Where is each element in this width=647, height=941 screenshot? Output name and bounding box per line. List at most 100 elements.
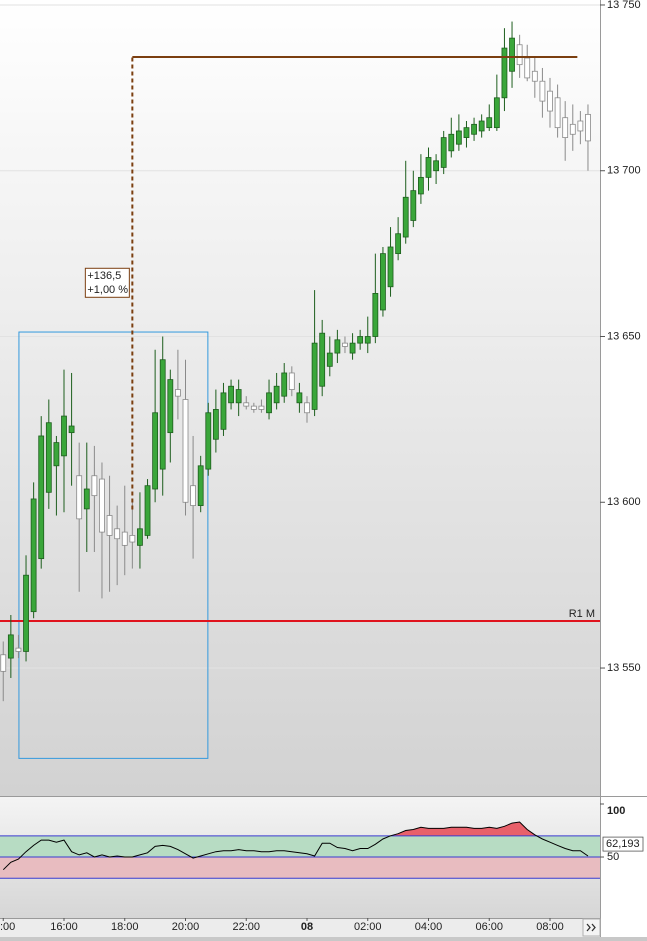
candle-body (228, 385, 234, 404)
candle-body (326, 352, 333, 367)
candle-body (182, 399, 189, 503)
candle-body (395, 233, 402, 255)
candle-body (410, 190, 417, 221)
candle-body (402, 196, 409, 238)
candle-body (273, 385, 280, 404)
candle-body (121, 531, 128, 546)
candle-body (61, 415, 67, 457)
candle-body (205, 412, 212, 470)
candle-body (235, 389, 242, 404)
candle-body (478, 120, 485, 132)
candle-body (23, 574, 29, 652)
x-tick-label: 08:00 (536, 921, 564, 933)
x-tick-label: 08 (301, 921, 313, 933)
candle-body (357, 336, 364, 344)
candle-body (455, 130, 462, 145)
candle-body (531, 70, 538, 82)
candle-body (197, 465, 204, 506)
candle-body (493, 97, 500, 129)
candle-body (281, 372, 288, 397)
candle-body (509, 37, 515, 72)
overbought-fill (3, 822, 588, 836)
x-tick-label: 16:00 (50, 921, 78, 933)
measure-label: +1,00 % (87, 284, 128, 296)
candle-body (349, 342, 356, 354)
y-tick-label: 13 600 (607, 496, 641, 508)
selection-box (18, 331, 209, 759)
x-tick-label: 20:00 (172, 921, 200, 933)
candle-body (152, 412, 159, 490)
indicator-plot (0, 821, 600, 879)
time-axis (0, 918, 600, 937)
candle-body (99, 478, 105, 533)
candle-body (38, 435, 45, 560)
candle-body (7, 634, 14, 659)
candle-body (585, 113, 591, 142)
measure-label-box (84, 267, 130, 298)
candle-body (547, 90, 553, 112)
candle-body (448, 133, 455, 152)
candle-body (463, 127, 470, 138)
measure-label: +136,5 (87, 270, 121, 282)
candle-body (76, 475, 83, 520)
candle-body (114, 528, 121, 540)
candle-body (554, 97, 561, 129)
candle-body (68, 425, 75, 434)
candle-body (562, 117, 569, 138)
lower-band (0, 857, 600, 879)
candle-body (159, 359, 166, 470)
candle-body (250, 405, 257, 410)
x-tick-label: 04:00 (415, 921, 443, 933)
scroll-button-box[interactable] (582, 918, 601, 937)
candle-body (83, 488, 90, 510)
y-tick-label: 13 550 (607, 662, 641, 674)
candle-body (190, 485, 196, 506)
indicator-line (2, 821, 589, 871)
candle-body (106, 515, 113, 536)
candle-body (471, 123, 477, 135)
candle-body (53, 442, 60, 467)
candle-body (433, 160, 439, 172)
scroll-button[interactable] (582, 918, 601, 937)
candle-body (167, 379, 174, 434)
candle-body (91, 475, 98, 497)
last-value-label: 62,193 (606, 838, 640, 850)
candle-body (296, 392, 303, 404)
x-tick-label: 06:00 (475, 921, 503, 933)
candle-body (539, 80, 546, 102)
candle-body (220, 392, 227, 430)
candle-body (577, 120, 584, 132)
candle-body (15, 647, 22, 652)
candle-body (342, 342, 348, 347)
candle-body (258, 405, 265, 410)
candle-body (311, 342, 318, 410)
candle-body (45, 422, 52, 493)
candle-body (569, 123, 576, 135)
candle-body (364, 336, 371, 344)
y2-tick-label: 50 (607, 851, 619, 863)
last-value-box (602, 836, 644, 852)
candle-body (486, 117, 493, 129)
candle-body (304, 402, 310, 414)
bottom-strip (0, 937, 647, 941)
candle-body (425, 157, 432, 178)
y-tick-label: 13 700 (607, 165, 641, 177)
candle-body (440, 137, 447, 168)
candle-body (137, 528, 143, 546)
candle-body (266, 392, 272, 414)
candle-body (0, 654, 7, 672)
candle-body (387, 246, 394, 288)
x-tick-label: 18:00 (111, 921, 139, 933)
scroll-icon[interactable] (586, 923, 596, 932)
candle-body (129, 535, 136, 543)
x-tick-label: 02:00 (354, 921, 382, 933)
candle-body (380, 253, 386, 311)
candle-body (175, 389, 181, 397)
candle-body (243, 402, 250, 407)
candle-body (334, 339, 341, 354)
candle-body (501, 47, 508, 99)
candle-body (212, 409, 219, 440)
candle-body (144, 485, 151, 536)
candle-body (372, 293, 379, 337)
